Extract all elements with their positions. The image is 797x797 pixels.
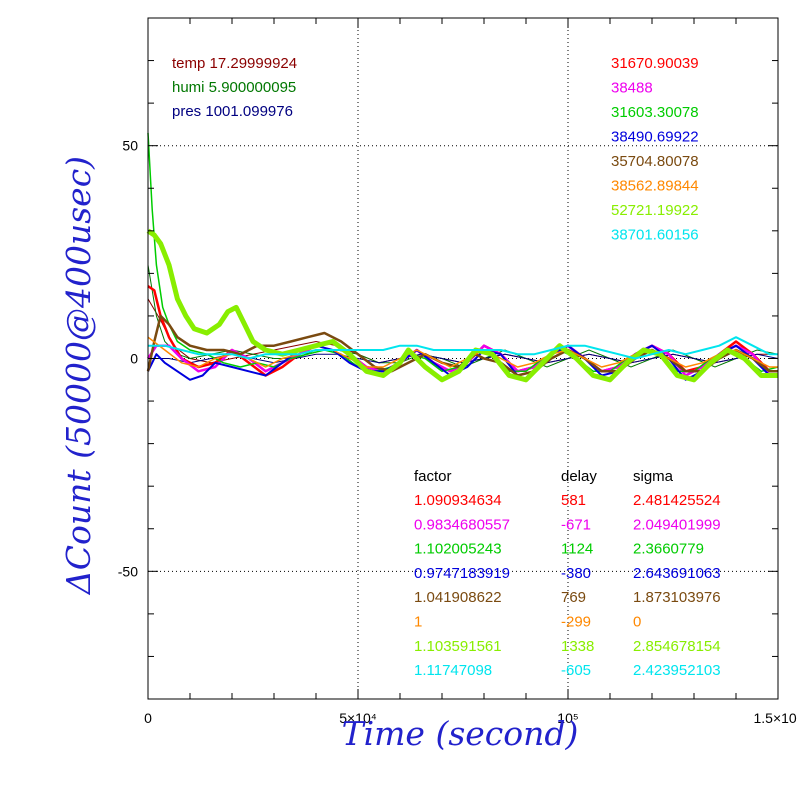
environment-label: temp 17.29999924 [172,55,297,72]
table-cell: -671 [561,516,591,533]
table-cell: 2.854678154 [633,638,721,655]
series-mean-label: 31603.30078 [611,104,699,121]
series-mean-label: 38490.69922 [611,129,699,146]
axis-ticks [147,17,779,700]
series-mean-label: 35704.80078 [611,153,699,170]
means-legend: 31670.90039 38488 31603.30078 38490.69922 35… [611,55,699,244]
table-cell: 1.102005243 [414,541,502,558]
environment-label: humi 5.900000095 [172,79,296,96]
table-cell: 1.103591561 [414,638,502,655]
table-cell: -605 [561,662,591,679]
series-mean-label: 52721.19922 [611,202,699,219]
table-cell: 2.481425524 [633,492,721,509]
table-cell: 2.643691063 [633,565,721,582]
table-cell: 1.090934634 [414,492,502,509]
table-cell: 0.9747183919 [414,565,510,582]
series-mean-label: 31670.90039 [611,55,699,72]
y-tick-label: 0 [130,351,138,367]
x-tick-label: 10⁵ [557,710,578,726]
table-cell: 2.3660779 [633,541,704,558]
table-cell: 769 [561,589,586,606]
tick-labels: 50 0 -50 0 5×10⁴ 10⁵ 1.5×10⁵ [118,138,797,726]
table-cell: 0.9834680557 [414,516,510,533]
table-cell: 1.041908622 [414,589,502,606]
y-tick-label: -50 [118,563,138,579]
table-cell: 1338 [561,638,594,655]
table-cell: -380 [561,565,591,582]
fit-parameter-table: factor delay sigma 1.090934634 581 2.48142552… [414,468,721,679]
series-mean-label: 38488 [611,80,653,97]
table-cell: 1124 [561,541,593,558]
environment-legend: temp 17.29999924 humi 5.900000095 pres 100… [172,55,297,120]
table-cell: 1 [414,614,422,631]
data-series [146,132,779,383]
table-cell: 1.11747098 [414,662,492,679]
y-axis-title: ΔCount (50000@400usec) [59,156,98,596]
table-cell: -299 [561,614,591,631]
x-tick-label: 0 [144,710,152,726]
table-cell: 2.049401999 [633,516,721,533]
table-cell: 581 [561,492,586,509]
x-axis-title: Time (second) [342,714,579,753]
y-tick-label: 50 [122,138,138,154]
table-header: sigma [633,468,674,485]
x-tick-label: 1.5×10⁵ [753,710,797,726]
environment-label: pres 1001.099976 [172,103,293,120]
table-cell: 0 [633,614,641,631]
table-header: factor [414,468,452,485]
table-cell: 2.423952103 [633,662,721,679]
x-tick-label: 5×10⁴ [339,710,377,726]
series-line [148,336,778,360]
table-header: delay [561,468,597,485]
table-cell: 1.873103976 [633,589,721,606]
series-mean-label: 38701.60156 [611,227,699,244]
series-mean-label: 38562.89844 [611,178,699,195]
